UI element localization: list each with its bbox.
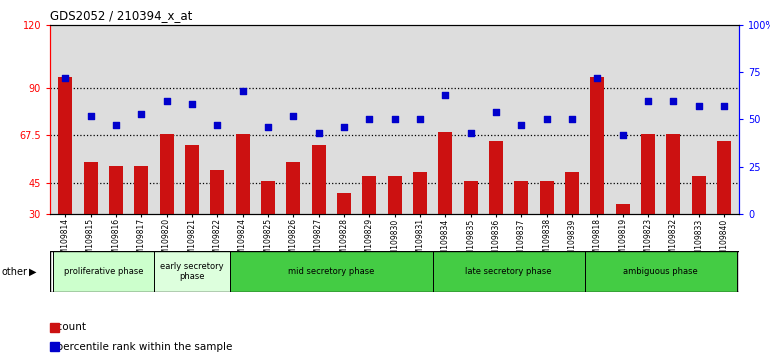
Bar bbox=[514, 181, 528, 214]
Point bbox=[413, 116, 426, 122]
Point bbox=[617, 132, 629, 137]
Bar bbox=[387, 176, 402, 214]
Bar bbox=[134, 166, 149, 214]
Bar bbox=[438, 132, 452, 214]
Point bbox=[541, 116, 553, 122]
Point bbox=[718, 103, 730, 109]
Point bbox=[667, 98, 679, 103]
Point bbox=[642, 98, 654, 103]
FancyBboxPatch shape bbox=[433, 251, 584, 292]
Text: late secretory phase: late secretory phase bbox=[465, 267, 552, 276]
Point bbox=[439, 92, 451, 98]
Bar bbox=[109, 166, 123, 214]
Text: other: other bbox=[2, 267, 28, 277]
Bar bbox=[363, 176, 377, 214]
Point bbox=[591, 75, 604, 81]
Point bbox=[490, 109, 502, 115]
Point bbox=[464, 130, 477, 136]
Text: mid secretory phase: mid secretory phase bbox=[288, 267, 374, 276]
Text: GDS2052 / 210394_x_at: GDS2052 / 210394_x_at bbox=[50, 9, 192, 22]
Point bbox=[211, 122, 223, 128]
Text: ▶: ▶ bbox=[29, 267, 37, 277]
Bar bbox=[59, 78, 72, 214]
Bar bbox=[413, 172, 427, 214]
Point bbox=[287, 113, 300, 119]
Bar bbox=[286, 161, 300, 214]
Bar bbox=[641, 134, 655, 214]
Point bbox=[160, 98, 172, 103]
Bar bbox=[312, 145, 326, 214]
Text: count: count bbox=[50, 322, 86, 332]
Bar bbox=[210, 170, 224, 214]
Point bbox=[338, 124, 350, 130]
Bar bbox=[84, 161, 98, 214]
Point bbox=[135, 111, 147, 116]
Point bbox=[363, 116, 376, 122]
FancyBboxPatch shape bbox=[154, 251, 230, 292]
FancyBboxPatch shape bbox=[584, 251, 737, 292]
Point bbox=[59, 75, 72, 81]
Point bbox=[388, 116, 400, 122]
Bar bbox=[185, 145, 199, 214]
Text: percentile rank within the sample: percentile rank within the sample bbox=[50, 342, 233, 352]
Bar bbox=[666, 134, 680, 214]
Point bbox=[110, 122, 122, 128]
Bar bbox=[337, 193, 351, 214]
Text: ambiguous phase: ambiguous phase bbox=[623, 267, 698, 276]
Point bbox=[262, 124, 274, 130]
Point bbox=[692, 103, 705, 109]
Point bbox=[515, 122, 527, 128]
Bar bbox=[489, 141, 503, 214]
Point bbox=[85, 113, 97, 119]
Bar bbox=[261, 181, 275, 214]
FancyBboxPatch shape bbox=[52, 251, 154, 292]
Bar bbox=[591, 78, 604, 214]
Point bbox=[566, 116, 578, 122]
Bar bbox=[464, 181, 477, 214]
Bar bbox=[236, 134, 249, 214]
Bar bbox=[717, 141, 731, 214]
FancyBboxPatch shape bbox=[230, 251, 433, 292]
Point bbox=[313, 130, 325, 136]
Bar bbox=[540, 181, 554, 214]
Bar bbox=[159, 134, 173, 214]
Text: early secretory
phase: early secretory phase bbox=[160, 262, 224, 281]
Point bbox=[186, 102, 198, 107]
Point bbox=[236, 88, 249, 94]
Bar bbox=[616, 204, 630, 214]
Text: proliferative phase: proliferative phase bbox=[63, 267, 143, 276]
Bar bbox=[691, 176, 705, 214]
Bar bbox=[565, 172, 579, 214]
